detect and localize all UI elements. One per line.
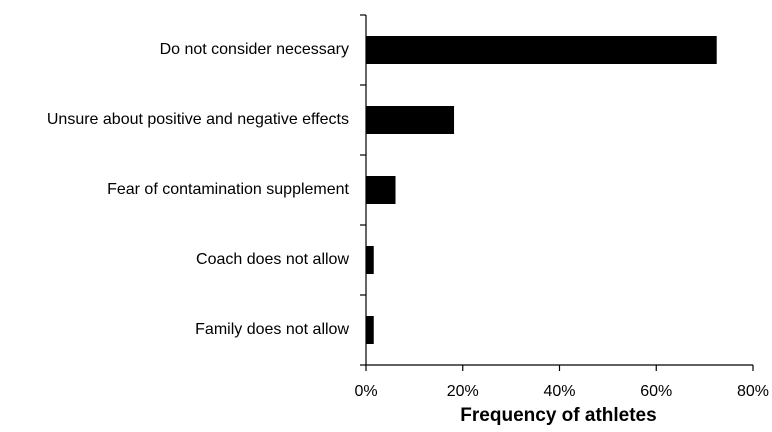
bars-layer <box>366 36 717 344</box>
x-tick-label-4: 80% <box>737 383 769 400</box>
bar-2 <box>366 176 396 204</box>
x-tick-label-3: 60% <box>640 383 672 400</box>
category-label-1: Unsure about positive and negative effec… <box>47 111 349 128</box>
category-label-3: Coach does not allow <box>196 251 349 268</box>
x-tick-label-2: 40% <box>543 383 575 400</box>
x-ticks: 0% 20% 40% 60% 80% <box>354 14 769 400</box>
x-tick-label-1: 20% <box>447 383 479 400</box>
category-label-2: Fear of contamination supplement <box>107 181 349 198</box>
category-labels: Do not consider necessary Unsure about po… <box>47 41 350 338</box>
category-label-0: Do not consider necessary <box>160 41 349 58</box>
bar-0 <box>366 36 717 64</box>
bar-1 <box>366 106 455 134</box>
x-axis-title: Frequency of athletes <box>460 405 656 426</box>
axes-layer <box>365 15 753 366</box>
bar-4 <box>366 316 374 344</box>
category-label-4: Family does not allow <box>195 321 349 338</box>
x-tick-label-0: 0% <box>354 383 377 400</box>
bar-3 <box>366 246 374 274</box>
